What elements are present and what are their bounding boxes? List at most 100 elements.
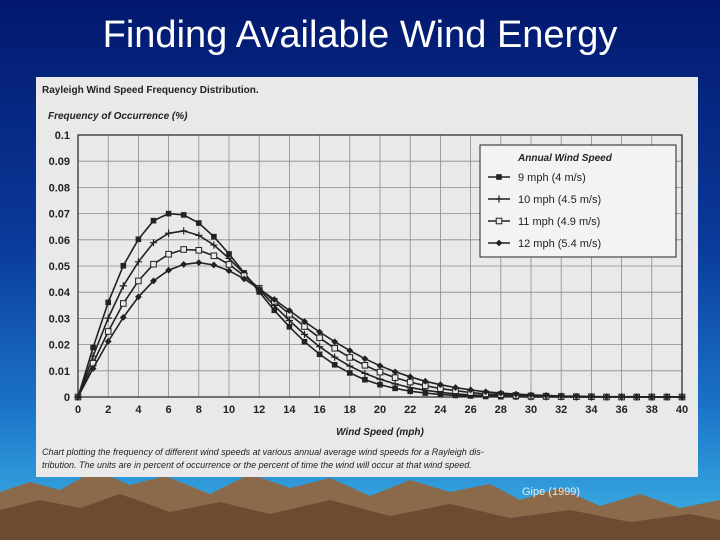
legend-marker xyxy=(496,174,502,180)
data-point xyxy=(362,376,368,383)
data-point xyxy=(301,338,308,345)
y-tick-label: 0.07 xyxy=(49,209,70,221)
data-point xyxy=(392,385,398,392)
data-point xyxy=(421,377,429,385)
data-point xyxy=(648,393,656,401)
data-point xyxy=(361,361,369,369)
data-point xyxy=(104,328,112,335)
data-point xyxy=(346,354,354,361)
data-point xyxy=(316,334,323,342)
y-tick-label: 0.04 xyxy=(49,287,71,299)
legend-entry: 12 mph (5.4 m/s) xyxy=(518,238,601,250)
data-point xyxy=(603,393,610,401)
data-point xyxy=(588,393,595,400)
x-tick-label: 22 xyxy=(404,404,416,416)
data-point xyxy=(150,217,157,224)
data-point xyxy=(376,362,384,370)
chart-panel: Rayleigh Wind Speed Frequency Distributi… xyxy=(36,77,698,477)
data-point xyxy=(452,384,459,391)
data-point xyxy=(211,233,217,240)
legend-marker xyxy=(495,195,503,203)
data-point xyxy=(497,389,505,397)
data-point xyxy=(180,212,187,218)
data-point xyxy=(134,258,142,266)
data-point xyxy=(119,282,127,290)
data-point xyxy=(678,393,686,401)
data-point xyxy=(225,261,233,268)
data-point xyxy=(195,259,203,266)
data-point xyxy=(180,246,187,253)
data-point xyxy=(270,296,278,303)
data-point xyxy=(150,260,157,268)
x-tick-label: 10 xyxy=(223,404,235,416)
data-point xyxy=(377,381,383,388)
x-tick-label: 0 xyxy=(75,404,81,416)
data-point xyxy=(119,313,127,321)
data-point xyxy=(361,369,369,378)
legend-marker xyxy=(495,239,503,247)
data-point xyxy=(225,254,233,263)
x-tick-label: 26 xyxy=(464,404,476,416)
x-tick-label: 40 xyxy=(676,404,688,416)
x-axis-label: Wind Speed (mph) xyxy=(336,427,424,438)
data-point xyxy=(120,300,127,307)
data-point xyxy=(135,277,142,285)
x-tick-label: 38 xyxy=(646,404,658,416)
x-tick-label: 30 xyxy=(525,404,537,416)
data-point xyxy=(391,380,399,388)
chart-footnote-line-2: tribution. The units are in percent of o… xyxy=(42,460,472,470)
x-tick-label: 4 xyxy=(135,404,142,416)
data-point xyxy=(300,330,309,338)
chart-title: Rayleigh Wind Speed Frequency Distributi… xyxy=(42,85,259,96)
legend-title: Annual Wind Speed xyxy=(517,153,613,164)
data-point xyxy=(346,362,354,370)
data-point xyxy=(210,241,218,249)
data-point xyxy=(150,277,157,285)
data-point xyxy=(286,323,293,330)
data-point xyxy=(331,344,338,352)
data-point xyxy=(165,250,172,258)
data-point xyxy=(255,285,263,293)
data-point xyxy=(316,328,323,336)
x-tick-label: 34 xyxy=(585,404,598,416)
data-point xyxy=(165,210,172,217)
x-tick-label: 8 xyxy=(196,404,202,416)
data-point xyxy=(135,236,142,243)
x-tick-label: 2 xyxy=(105,404,111,416)
legend-entry: 10 mph (4.5 m/s) xyxy=(518,194,601,206)
data-point xyxy=(347,370,353,376)
data-point xyxy=(437,381,444,389)
data-point xyxy=(90,344,96,351)
data-point xyxy=(89,352,97,360)
data-point xyxy=(210,252,218,260)
x-tick-label: 18 xyxy=(344,404,356,416)
chart-footnote-line-1: Chart plotting the frequency of differen… xyxy=(42,447,484,457)
data-point xyxy=(316,351,323,358)
x-tick-label: 36 xyxy=(615,404,627,416)
y-tick-label: 0.01 xyxy=(49,366,70,378)
data-point xyxy=(663,393,671,401)
data-point xyxy=(391,374,399,381)
data-point xyxy=(527,391,535,399)
data-point xyxy=(225,267,233,275)
data-point xyxy=(331,338,339,346)
legend-entry: 11 mph (4.9 m/s) xyxy=(518,216,600,228)
rayleigh-chart: Rayleigh Wind Speed Frequency Distributi… xyxy=(42,85,688,470)
x-tick-label: 32 xyxy=(555,404,567,416)
data-point xyxy=(331,361,338,368)
data-point xyxy=(316,343,324,351)
data-point xyxy=(180,261,188,268)
y-axis-label: Frequency of Occurrence (%) xyxy=(48,111,188,122)
x-tick-label: 20 xyxy=(374,404,386,416)
data-point xyxy=(210,261,218,269)
data-point xyxy=(301,318,308,325)
data-point xyxy=(618,393,625,401)
data-point xyxy=(557,392,565,400)
data-point xyxy=(331,353,339,361)
legend-box xyxy=(479,144,677,258)
y-tick-label: 0.08 xyxy=(49,182,70,194)
data-point xyxy=(104,314,112,322)
x-tick-label: 14 xyxy=(283,404,296,416)
data-point xyxy=(467,386,474,394)
data-point xyxy=(376,368,384,376)
